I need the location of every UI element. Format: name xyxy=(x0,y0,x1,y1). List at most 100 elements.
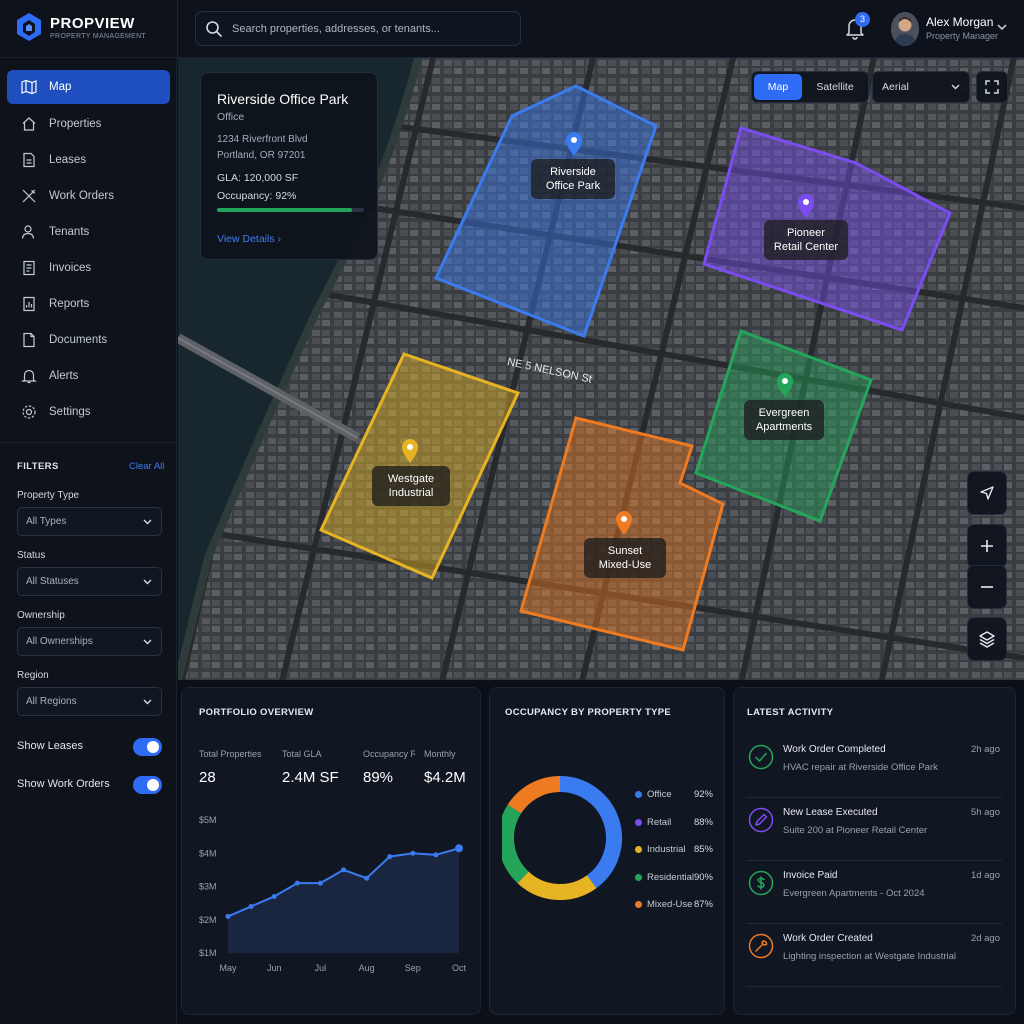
avatar[interactable] xyxy=(891,12,919,46)
wrench-icon xyxy=(748,933,774,959)
layer-select-value: Aerial xyxy=(882,81,909,93)
donut-slice xyxy=(502,804,529,884)
sidebar-item-label: Properties xyxy=(49,118,102,130)
activity-item[interactable]: Work Order Completed HVAC repair at Rive… xyxy=(746,736,1002,798)
stat-value: $4.2M xyxy=(424,769,466,786)
activity-time: 2d ago xyxy=(970,933,1000,944)
y-tick-label: $4M xyxy=(199,848,217,858)
activity-description: HVAC repair at Riverside Office Park xyxy=(783,762,938,773)
sidebar-divider xyxy=(0,442,177,443)
region-label: Region xyxy=(17,670,49,681)
evergreen-label[interactable]: Evergreen Apartments xyxy=(744,400,824,440)
file-icon xyxy=(23,332,35,348)
view-details-link[interactable]: View Details › xyxy=(217,233,281,245)
sidebar-item-alerts[interactable]: Alerts xyxy=(7,359,170,393)
sidebar-item-leases[interactable]: Leases xyxy=(7,143,170,177)
fullscreen-button[interactable] xyxy=(976,71,1008,103)
occupancy-bar xyxy=(217,208,364,212)
activity-item[interactable]: Invoice Paid Evergreen Apartments - Oct … xyxy=(746,862,1002,924)
notification-badge: 3 xyxy=(855,12,870,27)
app-tagline: PROPERTY MANAGEMENT xyxy=(50,32,147,40)
stat-value: 2.4M SF xyxy=(282,769,339,786)
select-value: All Regions xyxy=(26,696,77,707)
pioneer-pin-icon[interactable] xyxy=(798,194,814,218)
activity-title: Invoice Paid xyxy=(783,870,838,881)
westgate-pin-icon[interactable] xyxy=(402,439,418,463)
sidebar-item-work-orders[interactable]: Work Orders xyxy=(7,179,170,213)
westgate-label[interactable]: Westgate Industrial xyxy=(372,466,450,506)
satellite-view-button[interactable]: Satellite xyxy=(816,81,854,93)
map-view-button[interactable]: Map xyxy=(754,74,802,100)
layers-button[interactable] xyxy=(967,617,1007,661)
sidebar-item-invoices[interactable]: Invoices xyxy=(7,251,170,285)
sidebar-item-properties[interactable]: Properties xyxy=(7,107,170,141)
sunset-label[interactable]: Sunset Mixed-Use xyxy=(584,538,666,578)
property-gla: GLA: 120,000 SF xyxy=(217,172,299,184)
stat-value: 89% xyxy=(363,769,394,786)
data-point xyxy=(317,880,323,886)
layer-select[interactable]: Aerial xyxy=(872,71,970,103)
activity-time: 5h ago xyxy=(970,807,1000,818)
activity-title: Work Order Created xyxy=(783,933,873,944)
sidebar: Map Properties Leases Work Orders Tenant… xyxy=(0,58,177,1024)
occupancy-panel: OCCUPANCY BY PROPERTY TYPE Office 92% Reta… xyxy=(489,687,725,1015)
sidebar-item-documents[interactable]: Documents xyxy=(7,323,170,357)
zoom-in-button[interactable] xyxy=(967,524,1007,568)
sidebar-item-label: Tenants xyxy=(49,226,90,238)
avatar-image xyxy=(891,12,919,46)
data-point xyxy=(387,854,393,860)
sidebar-item-map[interactable]: Map xyxy=(7,70,170,104)
locate-button[interactable] xyxy=(967,471,1007,515)
chevron-down-icon xyxy=(143,699,152,705)
bell-icon xyxy=(21,369,37,384)
search-bar[interactable] xyxy=(195,11,521,46)
layers-icon xyxy=(979,631,995,648)
property-name: Riverside Office Park xyxy=(217,91,349,107)
report-icon xyxy=(23,296,35,312)
chevron-down-icon xyxy=(143,579,152,585)
search-input[interactable] xyxy=(232,22,512,35)
map-view-toggle: Map Satellite xyxy=(751,71,869,103)
status-select[interactable]: All Statuses xyxy=(17,567,162,596)
x-tick-label: May xyxy=(219,963,237,973)
pioneer-label[interactable]: Pioneer Retail Center xyxy=(764,220,848,260)
riverside-label[interactable]: Riverside Office Park xyxy=(531,159,615,199)
legend-label: Office xyxy=(647,789,672,800)
search-icon xyxy=(206,21,222,37)
user-name[interactable]: Alex Morgan xyxy=(926,15,994,29)
data-point xyxy=(341,867,346,873)
data-point xyxy=(225,913,231,919)
activity-item[interactable]: Work Order Created Lighting inspection a… xyxy=(746,925,1002,987)
sidebar-item-tenants[interactable]: Tenants xyxy=(7,215,170,249)
sidebar-item-settings[interactable]: Settings xyxy=(7,395,170,429)
show-work-orders-toggle[interactable] xyxy=(133,776,162,794)
legend-swatch xyxy=(635,791,642,798)
riverside-pin-icon[interactable] xyxy=(566,132,582,156)
zoom-out-button[interactable] xyxy=(967,565,1007,609)
chevron-down-icon xyxy=(951,84,960,90)
show-leases-toggle[interactable] xyxy=(133,738,162,756)
legend-value: 85% xyxy=(693,844,713,855)
activity-description: Evergreen Apartments - Oct 2024 xyxy=(783,888,925,899)
region-select[interactable]: All Regions xyxy=(17,687,162,716)
fullscreen-icon xyxy=(985,80,999,94)
clear-all-link[interactable]: Clear All xyxy=(129,461,165,472)
chevron-down-icon[interactable] xyxy=(997,24,1007,31)
activity-item[interactable]: New Lease Executed Suite 200 at Pioneer … xyxy=(746,799,1002,861)
chevron-down-icon xyxy=(143,639,152,645)
ownership-select[interactable]: All Ownerships xyxy=(17,627,162,656)
evergreen-pin-icon[interactable] xyxy=(777,373,793,397)
app-name: PROPVIEW xyxy=(50,14,135,32)
logo[interactable]: PROPVIEW PROPERTY MANAGEMENT xyxy=(16,12,146,42)
property-type-select[interactable]: All Types xyxy=(17,507,162,536)
riverside-office-park-boundary[interactable] xyxy=(433,84,658,338)
top-bar: PROPVIEW PROPERTY MANAGEMENT 3 Ale xyxy=(0,0,1024,58)
map-view[interactable]: NE 5 NELSON St Riverside Office Park Pio… xyxy=(178,58,1024,680)
activity-title: Work Order Completed xyxy=(783,744,886,755)
sunset-pin-icon[interactable] xyxy=(616,511,632,535)
data-point xyxy=(364,875,370,881)
sidebar-item-reports[interactable]: Reports xyxy=(7,287,170,321)
stat-label: Total GLA xyxy=(282,749,322,759)
sunset-mixed-use-boundary[interactable] xyxy=(519,416,725,652)
